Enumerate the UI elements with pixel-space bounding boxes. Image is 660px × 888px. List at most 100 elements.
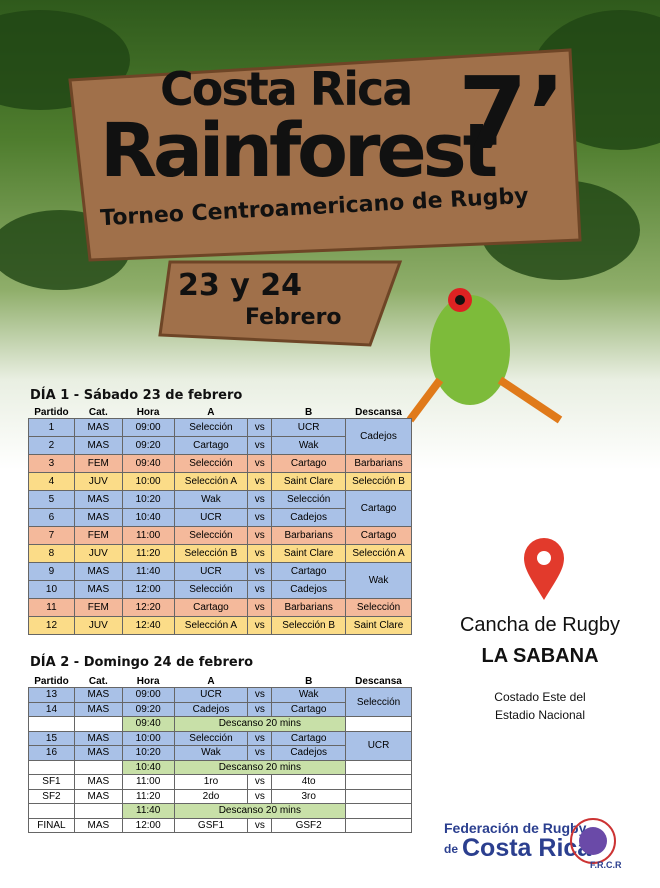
column-header: Descansa	[355, 676, 402, 687]
cell: 10:20	[121, 490, 175, 509]
frog	[406, 288, 563, 424]
column-header: Descansa	[355, 407, 402, 418]
cell: 11:00	[121, 526, 175, 545]
cell	[345, 716, 412, 732]
rest-cell: UCR	[345, 730, 412, 761]
cell: vs	[247, 526, 273, 545]
cell	[345, 759, 412, 775]
cell: JUV	[73, 544, 123, 563]
month: Febrero	[245, 305, 342, 330]
day1-title: DÍA 1 - Sábado 23 de febrero	[30, 388, 243, 403]
title-line2: Rainforest	[100, 108, 498, 194]
cell: vs	[247, 490, 273, 509]
match-row: FINAL MAS 12:00 GSF1 vs GSF2	[28, 817, 412, 833]
cell: GSF1	[173, 817, 249, 833]
rest-cell: Selección	[345, 687, 412, 717]
dates: 23 y 24	[178, 268, 302, 303]
cell: 9	[28, 562, 75, 581]
cell: Cartago	[271, 562, 347, 581]
column-header: B	[305, 676, 313, 687]
match-row: 11 FEM 12:20 Cartago vs Barbarians Selección	[28, 598, 412, 617]
title-seven: 7’	[458, 55, 566, 172]
cell	[28, 716, 75, 732]
rest-cell: Selección A	[345, 544, 412, 563]
cell: UCR	[173, 508, 249, 527]
cell: 12:00	[121, 817, 175, 833]
cell: SF1	[28, 774, 75, 790]
rest-cell: Barbarians	[345, 454, 412, 473]
column-header: A	[207, 676, 215, 687]
cell: Wak	[271, 687, 347, 703]
cell: 12:00	[121, 580, 175, 599]
column-header: Cat.	[88, 676, 108, 687]
cell: 16	[28, 745, 75, 761]
venue-line2: LA SABANA	[481, 645, 599, 667]
cell: 11	[28, 598, 75, 617]
cell: 09:20	[121, 701, 175, 717]
cell: vs	[247, 418, 273, 437]
cell: 10:00	[121, 472, 175, 491]
match-row: 5 MAS 10:20 Wak vs Selección Cartago	[28, 490, 412, 527]
cell: 11:00	[121, 774, 175, 790]
cell: MAS	[73, 436, 123, 455]
cell: 12:40	[121, 616, 175, 635]
break-cell: Descanso 20 mins	[173, 759, 347, 775]
cell: 7	[28, 526, 75, 545]
column-header: Partido	[34, 407, 69, 418]
cell: MAS	[73, 701, 123, 717]
column-header: Hora	[136, 676, 160, 687]
cell: vs	[247, 788, 273, 804]
cell: Cadejos	[271, 580, 347, 599]
cell	[73, 803, 123, 819]
cell: 11:20	[121, 788, 175, 804]
cell	[345, 788, 412, 804]
location-pin	[524, 538, 564, 600]
cell: 4	[28, 472, 75, 491]
cell: vs	[247, 454, 273, 473]
cell: MAS	[73, 774, 123, 790]
cell: GSF2	[271, 817, 347, 833]
cell: 09:20	[121, 436, 175, 455]
cell: 1ro	[173, 774, 249, 790]
cell: Cartago	[271, 454, 347, 473]
match-row: 1 MAS 09:00 Selección vs UCR Cadejos	[28, 418, 412, 455]
cell: Selección	[173, 580, 249, 599]
cell: MAS	[73, 817, 123, 833]
cell	[28, 759, 75, 775]
cell: MAS	[73, 730, 123, 746]
cell: Barbarians	[271, 598, 347, 617]
cell: Cartago	[271, 730, 347, 746]
match-row: 9 MAS 11:40 UCR vs Cartago Wak	[28, 562, 412, 599]
cell: vs	[247, 745, 273, 761]
break-cell: Descanso 20 mins	[173, 803, 347, 819]
cell: 2do	[173, 788, 249, 804]
cell: Selección	[271, 490, 347, 509]
match-row: 10:40 Descanso 20 mins	[28, 759, 412, 775]
cell: MAS	[73, 745, 123, 761]
cell	[28, 803, 75, 819]
logo-flower	[570, 818, 616, 864]
time-cell: 10:40	[121, 759, 175, 775]
cell: 3	[28, 454, 75, 473]
cell: 15	[28, 730, 75, 746]
match-row: 3 FEM 09:40 Selección vs Cartago Barbarians	[28, 454, 412, 473]
match-row: 11:40 Descanso 20 mins	[28, 803, 412, 819]
rest-cell: Cadejos	[345, 418, 412, 455]
cell: Wak	[271, 436, 347, 455]
cell: vs	[247, 817, 273, 833]
cell: 13	[28, 687, 75, 703]
match-row: 16 MAS 10:20 Wak vs Cadejos	[28, 745, 412, 761]
cell	[345, 817, 412, 833]
cell: JUV	[73, 472, 123, 491]
break-cell: Descanso 20 mins	[173, 716, 347, 732]
cell: FEM	[73, 454, 123, 473]
cell: vs	[247, 580, 273, 599]
cell	[73, 759, 123, 775]
cell: 10:00	[121, 730, 175, 746]
cell: 3ro	[271, 788, 347, 804]
cell: Saint Clare	[271, 544, 347, 563]
cell: FEM	[73, 598, 123, 617]
